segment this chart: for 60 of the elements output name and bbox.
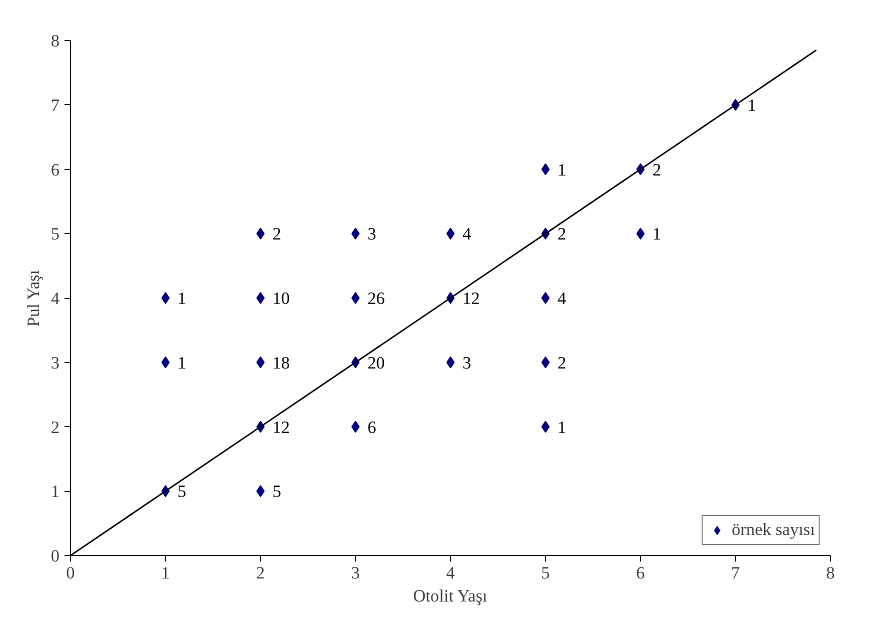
y-tick-label: 2 bbox=[50, 418, 60, 437]
annotation: 1 bbox=[748, 96, 756, 115]
annotation: 12 bbox=[462, 289, 480, 308]
point bbox=[541, 163, 550, 176]
x-tick-label: 5 bbox=[541, 564, 550, 582]
y-tick-label: 0 bbox=[50, 546, 60, 566]
x-tick-label: 4 bbox=[446, 564, 456, 582]
y-tick-label: 6 bbox=[50, 160, 60, 180]
y-tick-label: 4 bbox=[50, 289, 60, 308]
annotation: 1 bbox=[652, 224, 662, 244]
x-tick-label: 2 bbox=[256, 564, 265, 582]
x-axis-title: Otolit Yaşı bbox=[413, 586, 488, 606]
point bbox=[256, 356, 265, 368]
x-tick-label: 0 bbox=[66, 564, 75, 582]
annotation: 1 bbox=[558, 418, 566, 437]
point bbox=[541, 420, 550, 433]
legend-label: örnek sayısı bbox=[732, 520, 815, 540]
annotation: 5 bbox=[178, 482, 186, 502]
x-tick-label: 7 bbox=[731, 564, 740, 582]
y-tick-label: 1 bbox=[50, 482, 60, 502]
annotation: 18 bbox=[272, 353, 290, 372]
annotation: 2 bbox=[272, 224, 282, 244]
point bbox=[541, 292, 550, 304]
x-tick-label: 8 bbox=[826, 564, 835, 582]
point bbox=[351, 292, 360, 304]
annotation: 5 bbox=[272, 482, 282, 502]
point bbox=[541, 356, 550, 368]
annotation: 4 bbox=[462, 224, 472, 244]
point bbox=[256, 292, 265, 304]
annotation: 2 bbox=[558, 353, 566, 372]
x-tick-label: 6 bbox=[636, 564, 646, 582]
annotation: 3 bbox=[462, 353, 472, 372]
y-axis-title: Pul Yaşı bbox=[24, 270, 43, 327]
point bbox=[256, 228, 265, 240]
annotation: 1 bbox=[178, 353, 186, 372]
y-tick-label: 7 bbox=[50, 96, 60, 115]
x-tick-label: 1 bbox=[161, 564, 170, 582]
y-tick-label: 8 bbox=[50, 32, 60, 50]
point bbox=[636, 228, 645, 240]
annotation: 6 bbox=[368, 418, 376, 437]
x-tick-label: 3 bbox=[351, 564, 360, 582]
annotation: 2 bbox=[558, 224, 566, 244]
point bbox=[351, 228, 360, 240]
annotation: 3 bbox=[368, 224, 376, 244]
y-tick-label: 3 bbox=[50, 353, 60, 372]
point bbox=[446, 356, 455, 368]
annotation: 20 bbox=[368, 353, 385, 372]
point bbox=[161, 292, 170, 304]
point bbox=[161, 356, 170, 368]
annotation: 26 bbox=[368, 289, 386, 308]
annotation: 1 bbox=[178, 289, 186, 308]
y-tick-label: 5 bbox=[50, 224, 60, 244]
point bbox=[446, 228, 455, 240]
annotation: 4 bbox=[558, 289, 566, 308]
annotation: 12 bbox=[272, 418, 290, 437]
point bbox=[256, 485, 265, 498]
annotation: 1 bbox=[558, 160, 566, 180]
annotation: 10 bbox=[272, 289, 290, 308]
annotation: 2 bbox=[652, 160, 662, 180]
point bbox=[351, 420, 360, 433]
